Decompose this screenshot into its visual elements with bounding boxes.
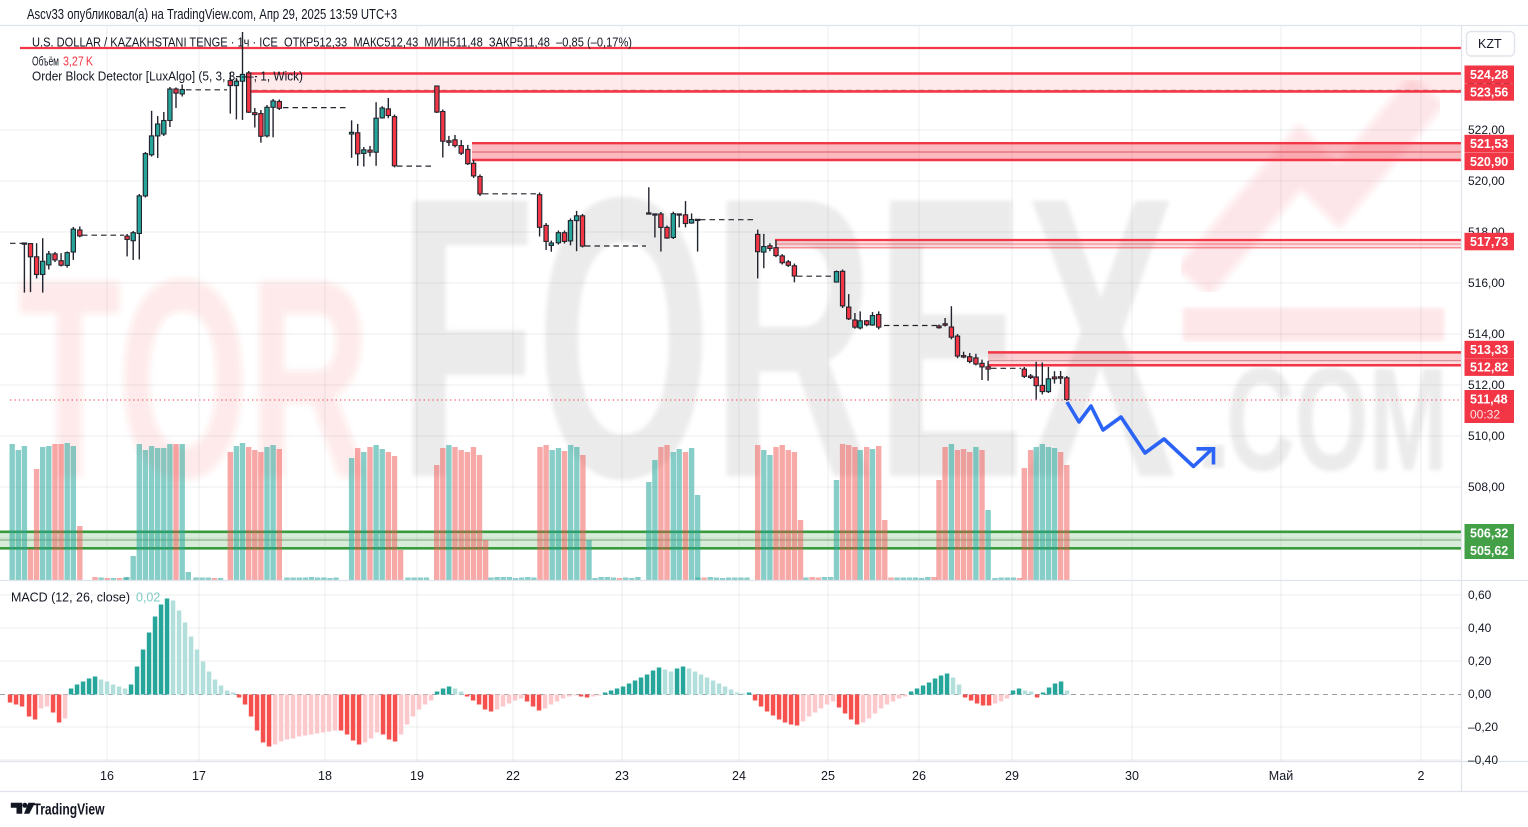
svg-text:–0,40: –0,40 xyxy=(1468,753,1498,767)
svg-text:511,48: 511,48 xyxy=(1470,393,1508,407)
svg-text:Order Block Detector [LuxAlgo]: Order Block Detector [LuxAlgo] (5, 3, 3,… xyxy=(32,70,303,84)
svg-text:00:32: 00:32 xyxy=(1470,408,1500,422)
svg-text:KZT: KZT xyxy=(1478,37,1502,51)
svg-text:18: 18 xyxy=(318,769,332,783)
svg-text:520,90: 520,90 xyxy=(1470,155,1508,169)
svg-text:MACD (12, 26, close): MACD (12, 26, close) xyxy=(11,591,130,605)
svg-text:25: 25 xyxy=(821,769,835,783)
svg-text:0,02: 0,02 xyxy=(136,591,160,605)
svg-text:521,53: 521,53 xyxy=(1470,137,1508,151)
svg-text:514,00: 514,00 xyxy=(1468,327,1505,341)
svg-text:508,00: 508,00 xyxy=(1468,480,1505,494)
svg-text:Ascv33 опубликовал(а) на Tradi: Ascv33 опубликовал(а) на TradingView.com… xyxy=(27,7,397,23)
svg-text:Май: Май xyxy=(1269,769,1294,783)
svg-text:517,73: 517,73 xyxy=(1470,235,1508,249)
svg-text:23: 23 xyxy=(615,769,629,783)
svg-text:513,33: 513,33 xyxy=(1470,343,1508,357)
svg-text:522,00: 522,00 xyxy=(1468,123,1505,137)
svg-text:0,20: 0,20 xyxy=(1468,654,1492,668)
svg-text:510,00: 510,00 xyxy=(1468,429,1505,443)
svg-text:0,00: 0,00 xyxy=(1468,687,1492,701)
svg-text:0,60: 0,60 xyxy=(1468,588,1492,602)
svg-text:506,32: 506,32 xyxy=(1470,526,1508,540)
svg-text:TradingView: TradingView xyxy=(34,802,106,819)
svg-text:U.S. DOLLAR / KAZAKHSTANI TENG: U.S. DOLLAR / KAZAKHSTANI TENGE · 1ч · I… xyxy=(32,36,632,50)
svg-text:TOR: TOR xyxy=(18,221,370,538)
svg-text:2: 2 xyxy=(1418,769,1425,783)
svg-text:512,00: 512,00 xyxy=(1468,378,1505,392)
svg-text:3,27 K: 3,27 K xyxy=(63,55,94,69)
svg-text:–0,20: –0,20 xyxy=(1468,720,1498,734)
svg-text:512,82: 512,82 xyxy=(1470,361,1508,375)
svg-text:24: 24 xyxy=(732,769,746,783)
svg-text:0,40: 0,40 xyxy=(1468,621,1492,635)
svg-text:26: 26 xyxy=(912,769,926,783)
svg-text:Объём: Объём xyxy=(32,55,59,69)
svg-text:523,56: 523,56 xyxy=(1470,86,1508,100)
svg-text:22: 22 xyxy=(506,769,520,783)
svg-text:17: 17 xyxy=(192,769,206,783)
svg-text:516,00: 516,00 xyxy=(1468,276,1505,290)
svg-text:19: 19 xyxy=(410,769,424,783)
svg-text:520,00: 520,00 xyxy=(1468,174,1505,188)
svg-text:16: 16 xyxy=(100,769,114,783)
svg-text:524,28: 524,28 xyxy=(1470,68,1508,82)
svg-text:30: 30 xyxy=(1125,769,1139,783)
svg-text:505,62: 505,62 xyxy=(1470,544,1508,558)
svg-text:29: 29 xyxy=(1005,769,1019,783)
